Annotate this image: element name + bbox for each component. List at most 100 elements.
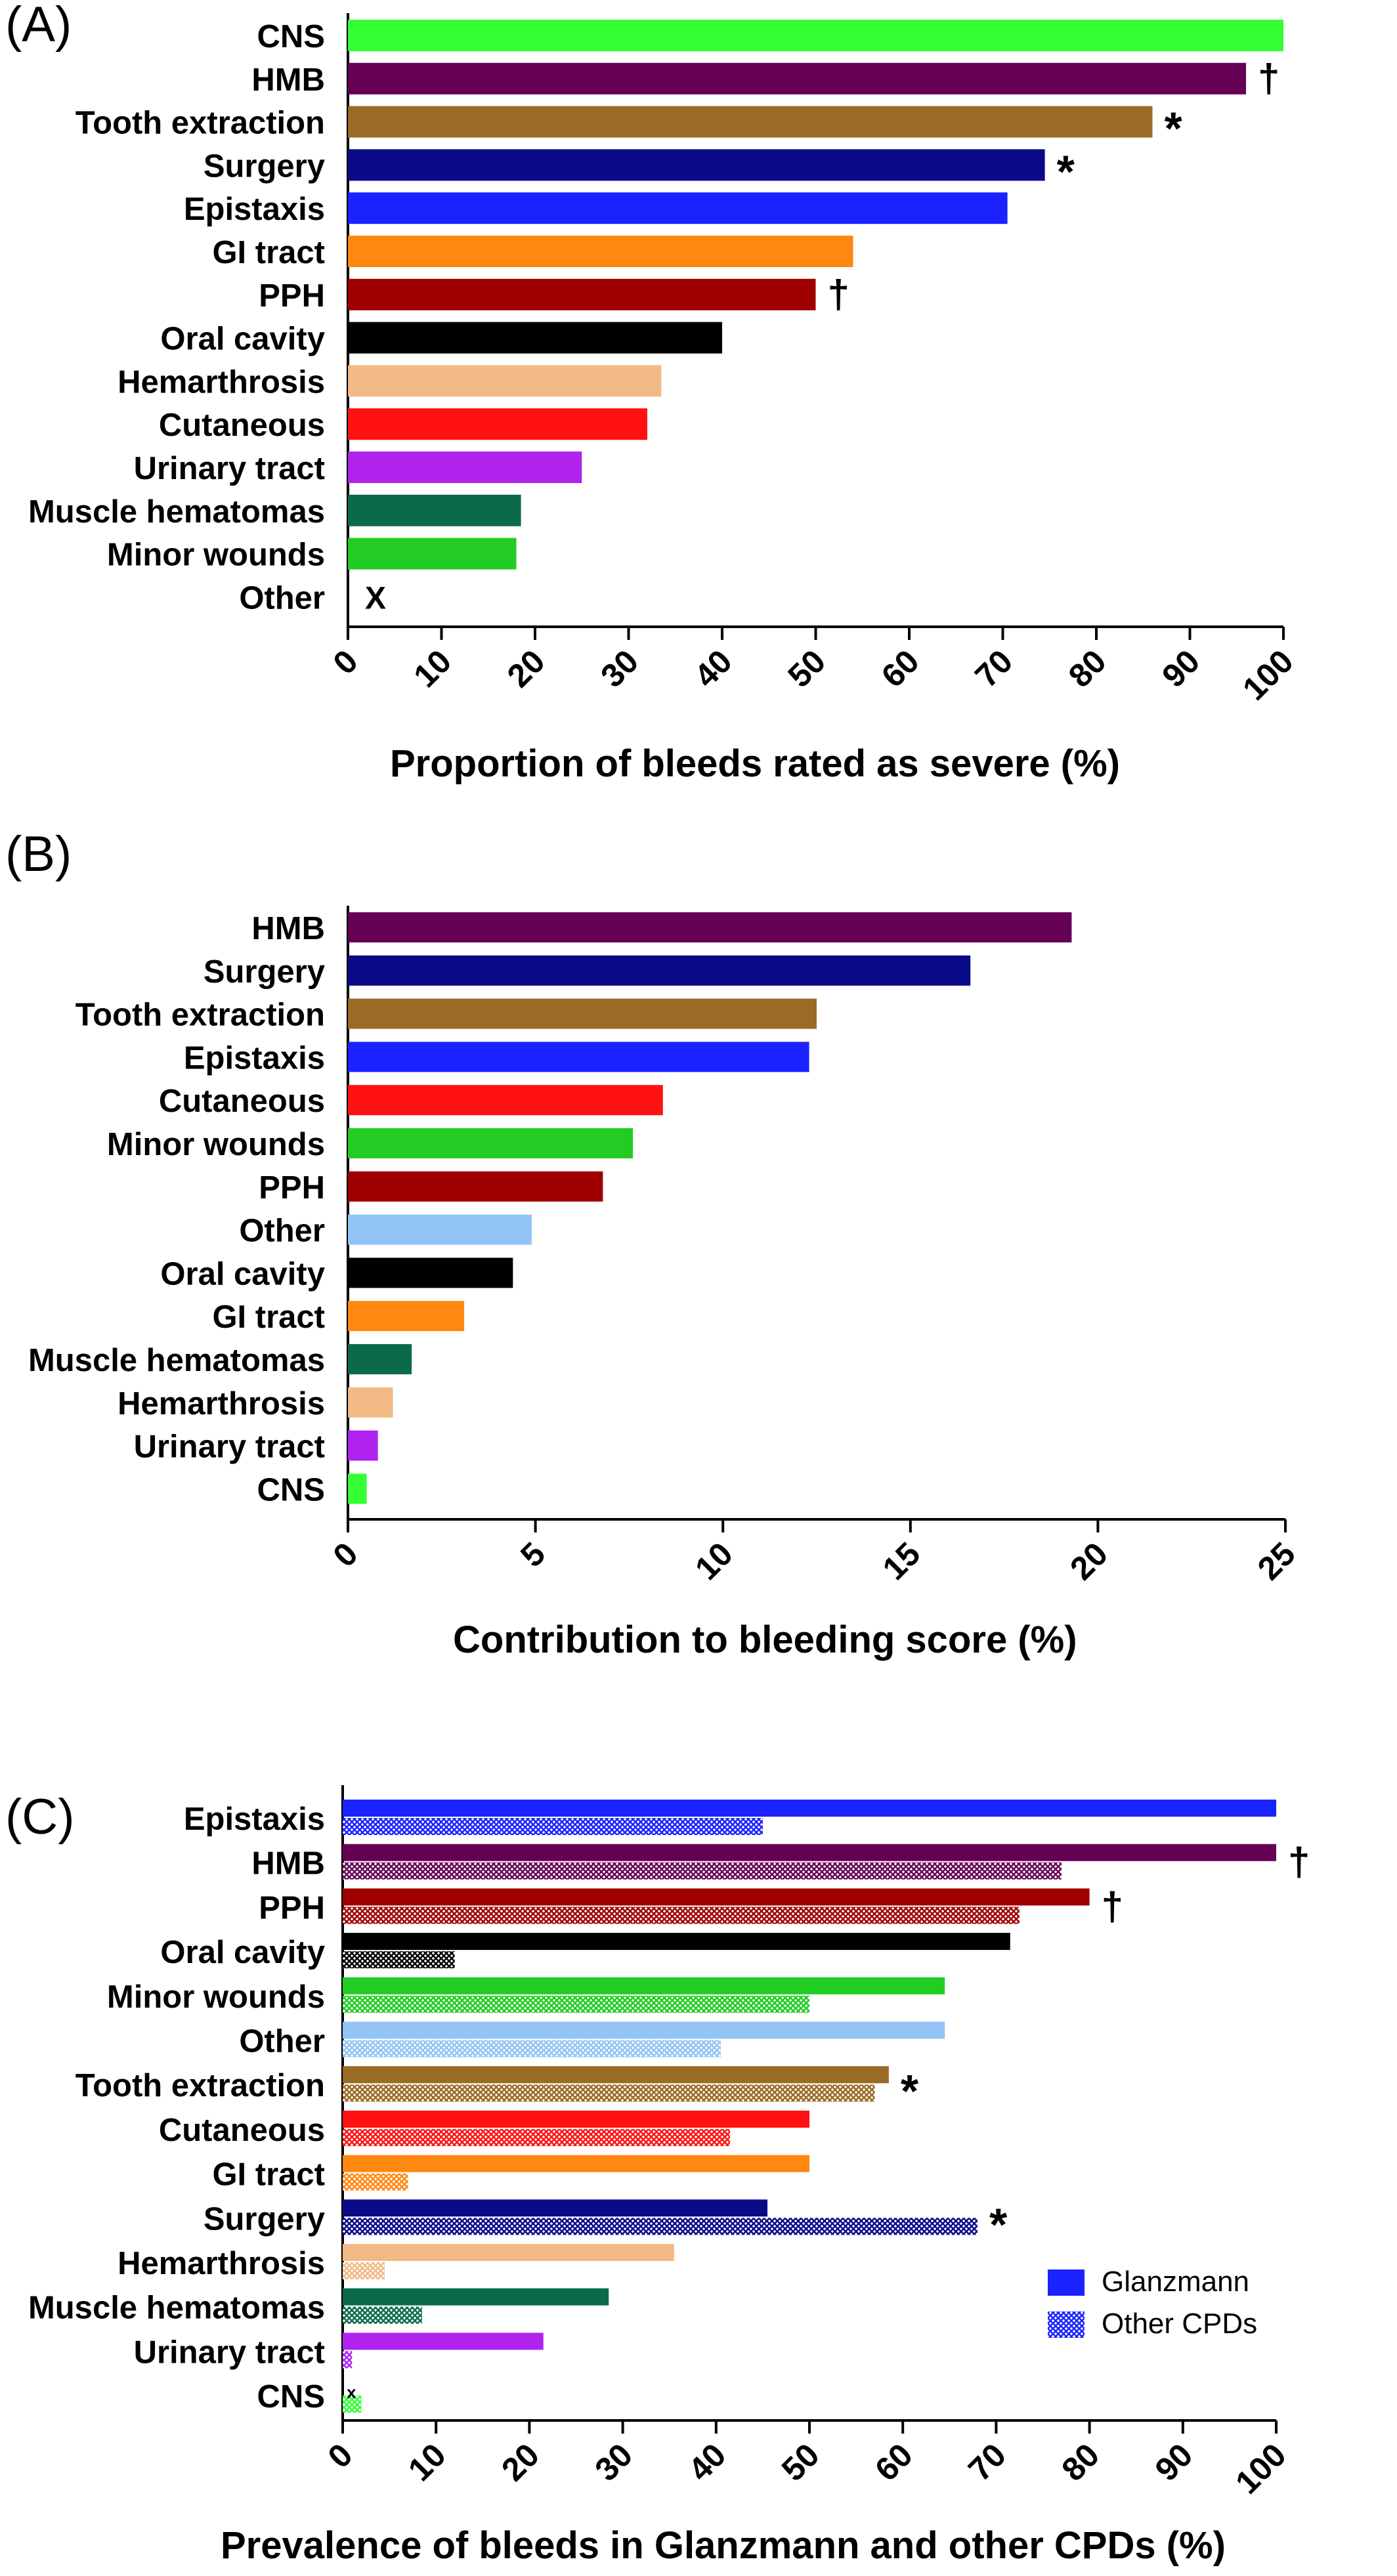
x-tick-label: 70 <box>961 2436 1013 2488</box>
x-tick-label: 80 <box>1054 2436 1106 2488</box>
category-label-minor-wounds: Minor wounds <box>107 538 325 573</box>
category-label-urinary-tract: Urinary tract <box>134 1429 325 1465</box>
bar-hemarthrosis <box>348 1387 393 1418</box>
x-tick-label: 70 <box>968 643 1020 694</box>
bar-oral-cavity <box>348 1257 513 1288</box>
category-label-hemarthrosis: Hemarthrosis <box>118 1386 325 1422</box>
bar-glanzmann-hmb <box>343 1844 1276 1861</box>
x-tick-label: 80 <box>1062 643 1113 694</box>
x-tick-label: 60 <box>868 2436 920 2488</box>
x-tick-label: 0 <box>326 643 365 681</box>
category-label-other: Other <box>239 1214 325 1249</box>
bar-annotation: x <box>347 2382 356 2402</box>
bar-other-cpds-surgery <box>343 2218 978 2235</box>
bar-minor-wounds <box>348 1128 634 1158</box>
category-label-epistaxis: Epistaxis <box>184 1040 325 1076</box>
bar-annotation: * <box>989 2199 1008 2250</box>
bar-hemarthrosis <box>348 365 662 397</box>
chart-b: 0 5 10 15 20 25 HMB Surgery Tooth extraction Epis… <box>28 906 1302 1587</box>
x-tick-label: 20 <box>500 643 552 694</box>
bar-other-cpds-cutaneous <box>343 2128 731 2146</box>
category-label-hmb: HMB <box>251 911 325 946</box>
category-label-muscle-hematomas: Muscle hematomas <box>28 1343 325 1378</box>
x-tick-label: 10 <box>688 1535 740 1587</box>
x-tick-label: 90 <box>1155 643 1207 694</box>
category-label-gi-tract: GI tract <box>212 235 325 270</box>
bar-glanzmann-cutaneous <box>343 2110 809 2128</box>
category-label-pph: PPH <box>259 1890 325 1926</box>
legend-swatch-glanzmann <box>1048 2270 1085 2296</box>
bar-glanzmann-epistaxis <box>343 1800 1276 1817</box>
bar-other-cpds-urinary-tract <box>343 2351 353 2369</box>
bar-glanzmann-pph <box>343 1888 1090 1906</box>
bar-glanzmann-tooth-extraction <box>343 2066 889 2084</box>
x-tick-label: 100 <box>1236 643 1300 707</box>
x-tick-label: 5 <box>513 1535 552 1574</box>
category-label-oral-cavity: Oral cavity <box>160 1256 325 1292</box>
bar-annotation: * <box>901 2065 919 2117</box>
category-label-cns: CNS <box>257 2379 325 2415</box>
bar-cns <box>348 20 1283 51</box>
bar-muscle-hematomas <box>348 1344 412 1374</box>
bar-glanzmann-hemarthrosis <box>343 2244 674 2261</box>
bar-gi-tract <box>348 1301 465 1332</box>
category-label-muscle-hematomas: Muscle hematomas <box>28 2291 325 2326</box>
x-tick-label: 0 <box>326 1535 365 1574</box>
bar-hmb <box>348 62 1246 95</box>
x-tick-label: 10 <box>406 643 458 694</box>
bar-other-cpds-minor-wounds <box>343 1995 809 2013</box>
bar-surgery <box>348 149 1045 181</box>
bar-other-cpds-pph <box>343 1907 1020 1924</box>
category-label-epistaxis: Epistaxis <box>184 192 325 227</box>
chart-b-x-axis-title: Contribution to bleeding score (%) <box>453 1618 1077 1661</box>
category-label-other: Other <box>239 580 325 616</box>
bar-other-cpds-hemarthrosis <box>343 2262 385 2279</box>
category-label-epistaxis: Epistaxis <box>184 1802 325 1837</box>
category-label-cutaneous: Cutaneous <box>159 408 325 443</box>
bar-glanzmann-gi-tract <box>343 2155 809 2172</box>
x-tick-label: 50 <box>781 643 832 694</box>
bar-urinary-tract <box>348 1430 378 1461</box>
bar-other-cpds-epistaxis <box>343 1818 763 1835</box>
bar-other-cpds-other <box>343 2040 721 2058</box>
legend-label-other-cpds: Other CPDs <box>1102 2308 1257 2340</box>
x-tick-label: 40 <box>681 2436 733 2488</box>
bar-annotation: † <box>1288 1840 1310 1884</box>
bar-tooth-extraction <box>348 998 817 1029</box>
bar-gi-tract <box>348 236 853 267</box>
bar-cutaneous <box>348 408 647 440</box>
bar-other-cpds-gi-tract <box>343 2173 408 2191</box>
legend-swatch-other-cpds <box>1048 2312 1085 2338</box>
category-label-gi-tract: GI tract <box>212 1299 325 1335</box>
bar-other-cpds-cns <box>343 2396 362 2413</box>
category-label-oral-cavity: Oral cavity <box>160 1935 325 1970</box>
chart-c-x-axis-title: Prevalence of bleeds in Glanzmann and ot… <box>221 2524 1226 2567</box>
chart-a: 0 10 20 30 40 50 60 70 80 90 100 CNS HMB † Tooth extra… <box>28 13 1300 707</box>
category-label-cns: CNS <box>257 1472 325 1508</box>
bar-cns <box>348 1473 367 1504</box>
category-label-hemarthrosis: Hemarthrosis <box>118 2246 325 2281</box>
legend-label-glanzmann: Glanzmann <box>1102 2266 1249 2298</box>
bar-annotation: † <box>1102 1884 1123 1928</box>
panel-b-label: (B) <box>5 826 72 882</box>
bar-glanzmann-muscle-hematomas <box>343 2288 609 2306</box>
category-label-hemarthrosis: Hemarthrosis <box>118 364 325 400</box>
x-tick-label: 10 <box>401 2436 453 2488</box>
bar-epistaxis <box>348 192 1008 224</box>
bar-other <box>348 1214 532 1245</box>
bar-other-cpds-hmb <box>343 1862 1062 1880</box>
bar-glanzmann-surgery <box>343 2199 768 2217</box>
category-label-minor-wounds: Minor wounds <box>107 1127 325 1162</box>
bar-glanzmann-other <box>343 2021 945 2039</box>
category-label-surgery: Surgery <box>204 2201 325 2237</box>
x-tick-label: 30 <box>588 2436 639 2488</box>
x-tick-label: 25 <box>1251 1535 1302 1587</box>
category-label-cutaneous: Cutaneous <box>159 2113 325 2148</box>
chart-c: 0 10 20 30 40 50 60 70 80 90 100 Epistaxis HMB † PPH † O… <box>28 1785 1310 2501</box>
category-label-cns: CNS <box>257 19 325 54</box>
bar-pph <box>348 1171 603 1202</box>
panel-c-label: (C) <box>5 1789 75 1845</box>
category-label-urinary-tract: Urinary tract <box>134 451 325 486</box>
category-label-muscle-hematomas: Muscle hematomas <box>28 494 325 530</box>
